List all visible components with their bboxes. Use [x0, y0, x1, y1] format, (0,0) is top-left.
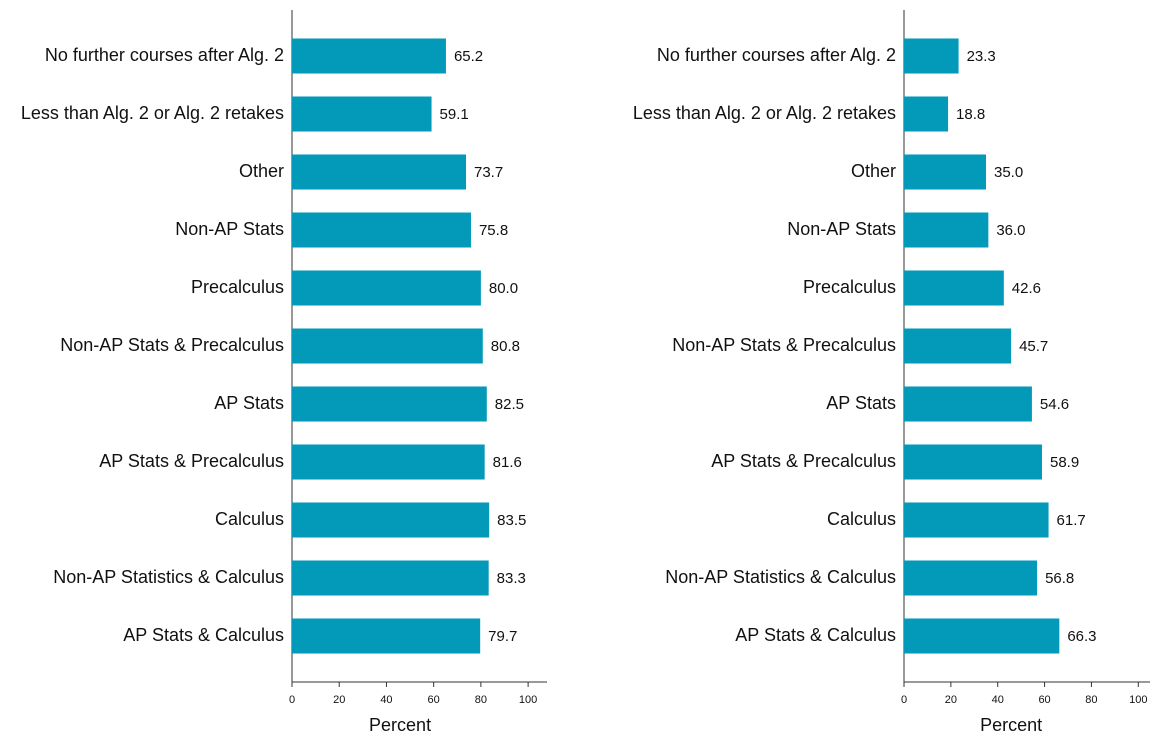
x-tick-label: 60: [428, 694, 440, 706]
category-label: AP Stats & Precalculus: [99, 451, 284, 471]
bar: [292, 212, 471, 248]
value-label: 83.5: [497, 512, 526, 529]
category-label: No further courses after Alg. 2: [45, 45, 284, 65]
x-tick-label: 60: [1038, 694, 1050, 706]
bar: [904, 212, 989, 248]
bar: [904, 618, 1060, 654]
x-axis-label: Percent: [980, 715, 1042, 735]
bar: [904, 38, 959, 74]
value-label: 35.0: [994, 164, 1023, 181]
value-label: 73.7: [474, 164, 503, 181]
x-tick-label: 80: [1085, 694, 1097, 706]
bar: [904, 560, 1038, 596]
bar: [292, 328, 483, 364]
bar: [292, 270, 481, 306]
value-label: 82.5: [495, 396, 524, 413]
bar: [904, 270, 1004, 306]
bar: [904, 154, 986, 190]
bar: [292, 560, 489, 596]
category-label: Precalculus: [803, 277, 896, 297]
value-label: 18.8: [956, 106, 985, 123]
bar: [292, 96, 432, 132]
value-label: 23.3: [967, 48, 996, 65]
category-label: Non-AP Statistics & Calculus: [665, 567, 896, 587]
category-label: Less than Alg. 2 or Alg. 2 retakes: [21, 103, 284, 123]
bar: [904, 502, 1049, 538]
category-label: AP Stats & Calculus: [735, 625, 896, 645]
x-tick-label: 100: [1129, 694, 1147, 706]
bar: [292, 154, 467, 190]
value-label: 54.6: [1040, 396, 1069, 413]
x-tick-label: 0: [901, 694, 907, 706]
value-label: 80.8: [491, 338, 520, 355]
value-label: 36.0: [996, 222, 1025, 239]
value-label: 79.7: [488, 628, 517, 645]
category-label: AP Stats: [826, 393, 896, 413]
category-label: Non-AP Stats: [787, 219, 896, 239]
bar: [292, 444, 485, 480]
category-label: AP Stats & Calculus: [123, 625, 284, 645]
x-tick-label: 40: [380, 694, 392, 706]
value-label: 66.3: [1067, 628, 1096, 645]
category-label: AP Stats: [214, 393, 284, 413]
value-label: 59.1: [440, 106, 469, 123]
value-label: 83.3: [497, 570, 526, 587]
category-label: Non-AP Stats & Precalculus: [672, 335, 896, 355]
bar: [904, 328, 1012, 364]
category-label: AP Stats & Precalculus: [711, 451, 896, 471]
bar: [292, 618, 481, 654]
x-axis-label: Percent: [369, 715, 431, 735]
category-label: Calculus: [827, 509, 896, 529]
bar: [904, 96, 949, 132]
x-tick-label: 40: [992, 694, 1004, 706]
x-tick-label: 0: [289, 694, 295, 706]
bar: [904, 444, 1042, 480]
category-label: Less than Alg. 2 or Alg. 2 retakes: [633, 103, 896, 123]
category-label: Other: [239, 161, 284, 181]
category-label: Non-AP Statistics & Calculus: [53, 567, 284, 587]
value-label: 61.7: [1057, 512, 1086, 529]
category-label: Non-AP Stats: [175, 219, 284, 239]
value-label: 65.2: [454, 48, 483, 65]
category-label: Non-AP Stats & Precalculus: [60, 335, 284, 355]
value-label: 75.8: [479, 222, 508, 239]
bar: [292, 38, 446, 74]
value-label: 45.7: [1019, 338, 1048, 355]
value-label: 58.9: [1050, 454, 1079, 471]
bar: [292, 386, 487, 422]
value-label: 81.6: [493, 454, 522, 471]
x-tick-label: 80: [475, 694, 487, 706]
x-tick-label: 20: [945, 694, 957, 706]
bar: [904, 386, 1032, 422]
bar: [292, 502, 490, 538]
value-label: 56.8: [1045, 570, 1074, 587]
category-label: No further courses after Alg. 2: [657, 45, 896, 65]
x-tick-label: 20: [333, 694, 345, 706]
category-label: Other: [851, 161, 896, 181]
category-label: Calculus: [215, 509, 284, 529]
x-tick-label: 100: [519, 694, 537, 706]
value-label: 80.0: [489, 280, 518, 297]
category-label: Precalculus: [191, 277, 284, 297]
value-label: 42.6: [1012, 280, 1041, 297]
